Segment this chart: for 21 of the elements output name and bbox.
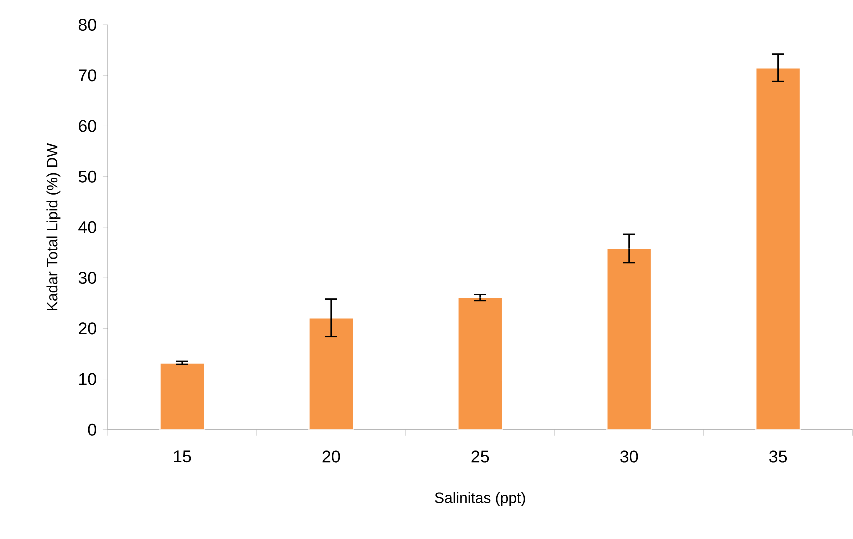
x-tick-label: 25 (472, 450, 490, 463)
x-tick-label: 35 (770, 450, 788, 463)
y-tick-label: 30 (78, 272, 96, 284)
bar (457, 297, 504, 430)
y-tick-label: 40 (78, 221, 96, 234)
y-axis-title: Kadar Total Lipid (%) DW (46, 143, 61, 310)
y-tick-label: 0 (88, 424, 96, 436)
x-tick-label: 20 (322, 450, 340, 463)
bar (606, 248, 652, 430)
y-tick-label: 20 (79, 322, 96, 335)
y-tick-label: 10 (80, 373, 96, 386)
y-tick-label: 50 (78, 170, 96, 183)
y-tick-label: 70 (79, 70, 96, 82)
bar (755, 67, 802, 430)
x-tick-label: 15 (174, 450, 192, 463)
x-axis-title: Salinitas (ppt) (435, 492, 526, 506)
y-tick-label: 60 (79, 120, 96, 132)
x-tick-label: 30 (620, 450, 638, 463)
bar (159, 362, 206, 430)
bar (308, 317, 355, 430)
y-tick-label: 80 (78, 19, 96, 32)
